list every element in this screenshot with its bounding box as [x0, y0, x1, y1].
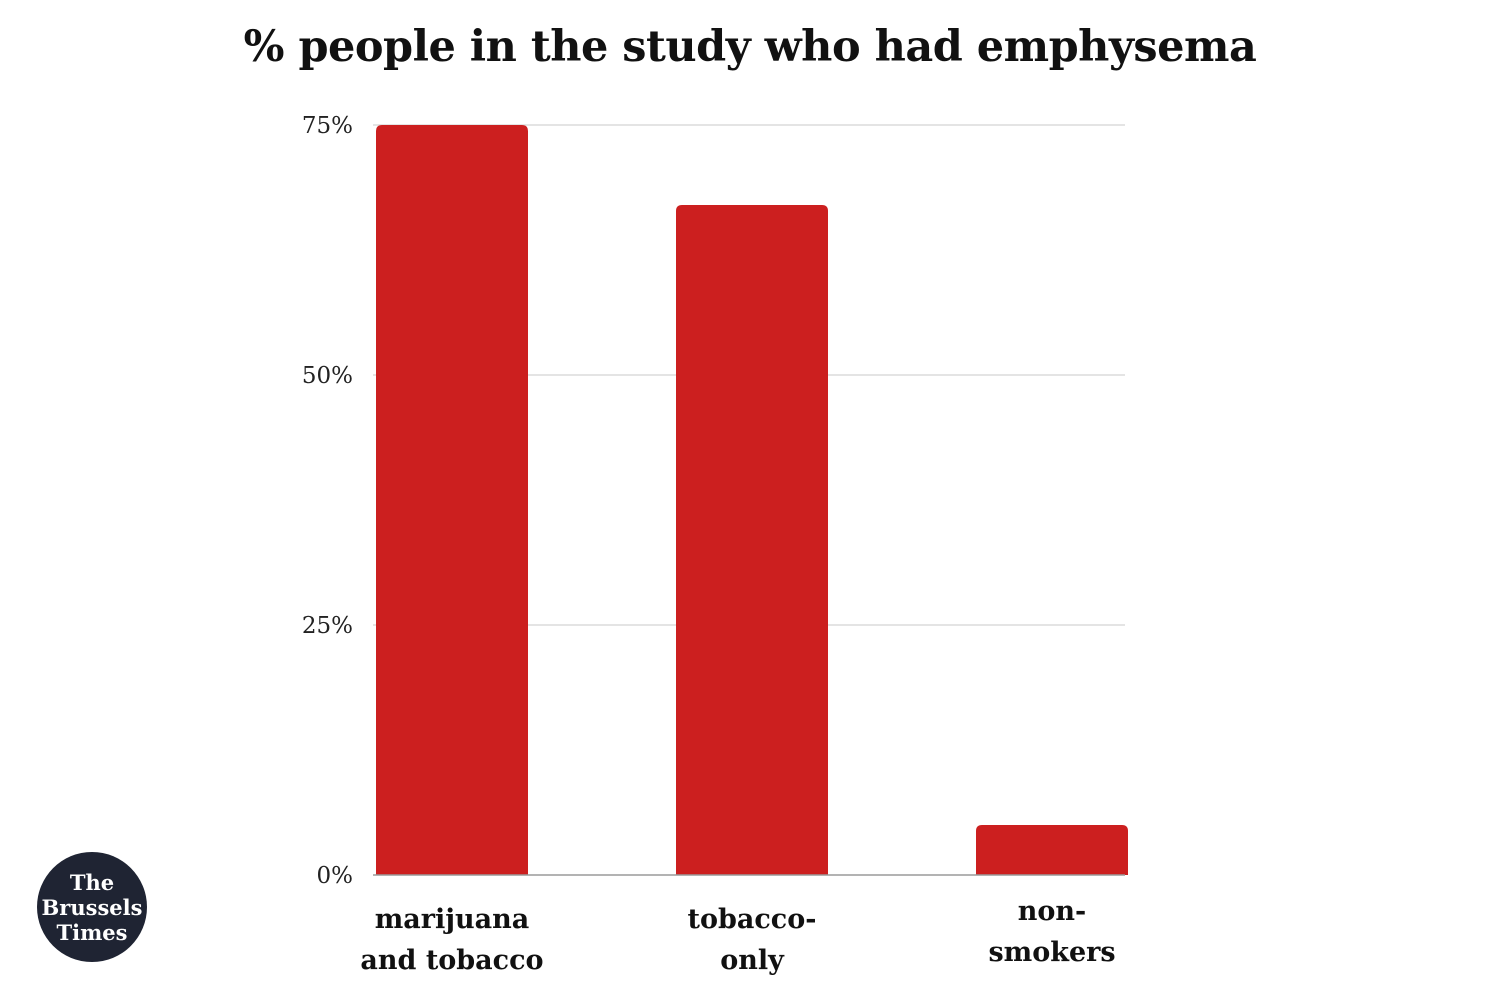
logo-line-2: Brussels [41, 894, 143, 920]
logo-line-1: The [69, 869, 115, 895]
y-tick-label: 50% [302, 363, 353, 389]
x-axis-labels: marijuana and tobacco tobacco-only non-smok… [360, 896, 1115, 976]
y-tick-label: 25% [302, 613, 353, 639]
chart-title: % people in the study who had emphysema [243, 22, 1257, 72]
x-category-label: marijuana and tobacco [360, 904, 543, 976]
x-category-label: tobacco-only [688, 904, 817, 976]
bars [376, 125, 1128, 875]
bar [376, 125, 528, 875]
y-tick-label: 0% [317, 863, 354, 889]
bar [976, 825, 1128, 875]
y-tick-label: 75% [302, 113, 353, 139]
logo-line-3: Times [56, 919, 128, 945]
brussels-times-logo: The Brussels Times [37, 852, 147, 962]
x-category-label: non-smokers [988, 896, 1115, 968]
y-axis-ticks: 0% 25% 50% 75% [302, 113, 353, 889]
bar [676, 205, 828, 875]
